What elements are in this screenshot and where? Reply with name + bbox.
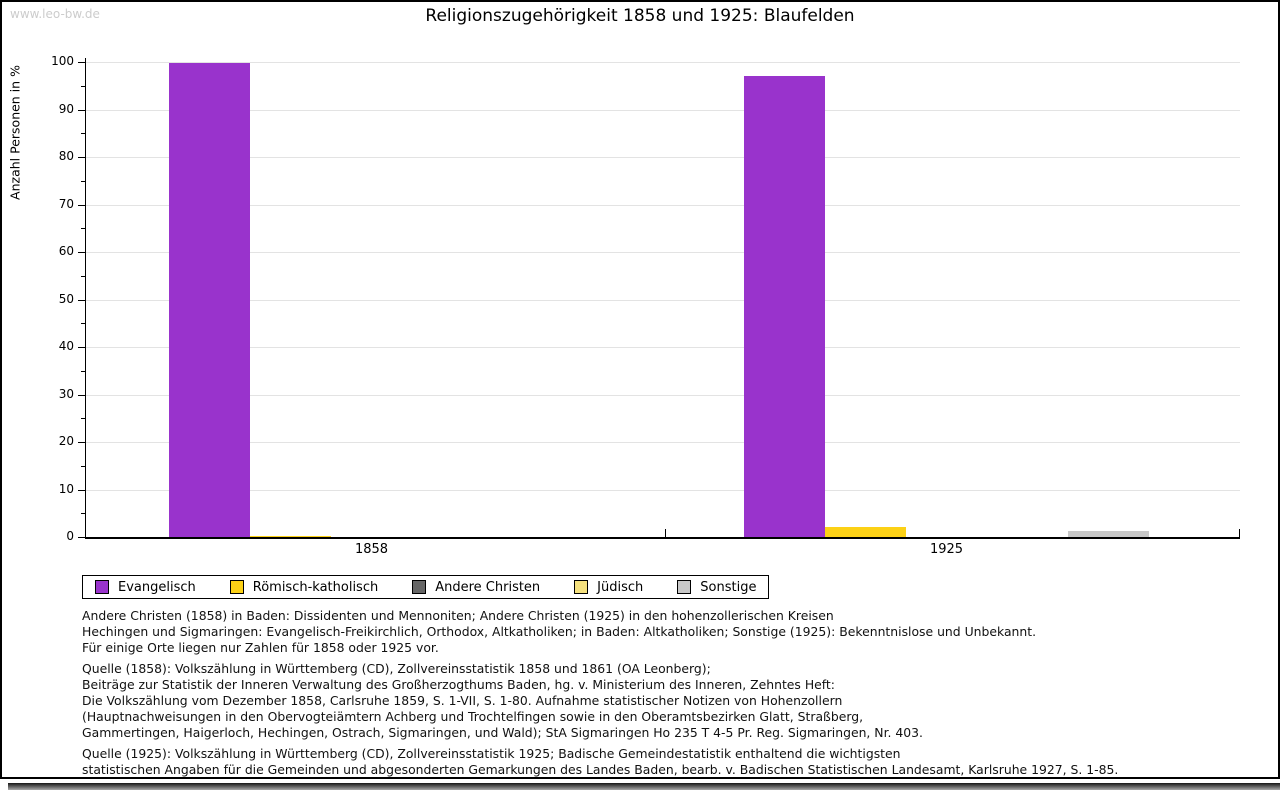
legend-label: Jüdisch (597, 579, 644, 595)
y-tick-minor (81, 133, 85, 135)
y-tick-major (78, 157, 85, 158)
x-tick (664, 529, 666, 537)
footnote-line: Für einige Orte liegen nur Zahlen für 18… (82, 640, 439, 655)
y-tick-minor (81, 418, 85, 420)
legend: Evangelisch Römisch-katholisch Andere Chri… (82, 575, 770, 599)
gridline (85, 157, 1240, 158)
y-tick-minor (81, 370, 85, 372)
y-tick-minor (81, 228, 85, 230)
footnote-para: Quelle (1925): Volkszählung in Württembe… (82, 746, 1242, 778)
legend-swatch-icon (677, 580, 692, 594)
y-tick-minor (81, 85, 85, 87)
y-tick-minor (81, 465, 85, 467)
footnotes: Andere Christen (1858) in Baden: Disside… (82, 608, 1242, 783)
legend-item-r-misch-katholisch: Römisch-katholisch (229, 579, 379, 595)
footnote-para: Quelle (1858): Volkszählung in Württembe… (82, 661, 1242, 741)
gridline (85, 62, 1240, 63)
y-tick-label: 80 (58, 149, 74, 163)
legend-label: Andere Christen (435, 579, 541, 595)
y-tick-major (78, 537, 85, 538)
y-tick-label: 40 (58, 339, 74, 353)
x-tick (1239, 529, 1240, 537)
x-category-label: 1925 (929, 542, 964, 557)
y-tick-minor (81, 180, 85, 182)
legend-swatch-icon (95, 580, 109, 594)
watermark: www.leo-bw.de (10, 7, 100, 21)
legend-item-evangelisch: Evangelisch (95, 580, 196, 595)
gridline (85, 442, 1240, 443)
y-axis-label: Anzahl Personen in % (7, 65, 23, 200)
footnote-line: Andere Christen (1858) in Baden: Disside… (82, 608, 834, 623)
y-tick-label: 30 (58, 386, 74, 401)
y-tick-label: 10 (58, 481, 74, 496)
y-tick-major (78, 109, 85, 111)
y-tick-major (78, 489, 85, 491)
gridline (85, 489, 1240, 491)
y-tick-minor (81, 513, 85, 515)
y-tick-label: 20 (58, 434, 74, 448)
legend-label: Evangelisch (118, 579, 196, 595)
chart-title: Religionszugehörigkeit 1858 und 1925: Bl… (425, 6, 855, 26)
footnote-line: Beiträge zur Statistik der Inneren Verwa… (82, 677, 835, 692)
legend-item-sonstige: Sonstige (677, 580, 756, 595)
legend-label: Sonstige (700, 579, 757, 595)
gridline (85, 252, 1240, 253)
y-tick-label: 0 (66, 529, 74, 543)
bottom-shadow-bar (8, 783, 1280, 790)
y-tick-major (78, 347, 85, 348)
y-tick-major (78, 394, 85, 396)
footnote-para: Andere Christen (1858) in Baden: Disside… (82, 608, 1242, 656)
bar-r-misch-katholisch-1858 (250, 535, 331, 537)
bar-evangelisch-1925 (744, 75, 825, 537)
y-tick-major (78, 252, 85, 253)
gridline (85, 299, 1240, 301)
bar-sonstige-1925 (1068, 531, 1149, 537)
legend-swatch-icon (229, 580, 244, 594)
y-tick-label: 90 (58, 101, 74, 116)
footnote-line: Hechingen und Sigmaringen: Evangelisch-F… (82, 624, 1037, 639)
legend-item-andere-christen: Andere Christen (412, 580, 540, 595)
footnote-line: Gammertingen, Haigerloch, Hechingen, Ost… (82, 725, 923, 740)
y-tick-major (78, 442, 85, 443)
legend-swatch-icon (412, 580, 427, 594)
y-tick-major (78, 62, 85, 63)
y-tick-label: 70 (58, 196, 74, 211)
y-tick-label: 50 (58, 291, 74, 306)
footnote-line: Quelle (1858): Volkszählung in Württembe… (82, 661, 711, 676)
legend-label: Römisch-katholisch (252, 579, 379, 595)
footnote-line: Die Volkszählung vom Dezember 1858, Carl… (82, 693, 843, 708)
y-tick-minor (81, 275, 85, 277)
footnote-line: (Hauptnachweisungen in den Obervogteiämt… (82, 709, 864, 724)
legend-item-j-disch: Jüdisch (574, 580, 643, 595)
legend-swatch-icon (574, 580, 589, 594)
y-axis-line (85, 58, 86, 537)
x-category-label: 1858 (354, 542, 389, 557)
gridline (85, 109, 1240, 111)
y-tick-label: 100 (51, 54, 74, 68)
y-tick-label: 60 (58, 244, 74, 258)
plot-area: Anzahl Personen in % 1858 1925 0 10 20 30 40 50… (2, 2, 1278, 777)
footnote-line: statistischen Angaben für die Gemeinden … (82, 762, 1119, 777)
y-tick-major (78, 204, 85, 206)
bar-evangelisch-1858 (169, 63, 250, 537)
gridline (85, 204, 1240, 206)
y-tick-major (78, 299, 85, 301)
bar-r-misch-katholisch-1925 (825, 526, 906, 537)
y-tick-minor (81, 323, 85, 325)
gridline (85, 347, 1240, 348)
gridline (85, 394, 1240, 396)
x-axis-line (85, 537, 1240, 539)
footnote-line: Quelle (1925): Volkszählung in Württembe… (82, 746, 901, 761)
